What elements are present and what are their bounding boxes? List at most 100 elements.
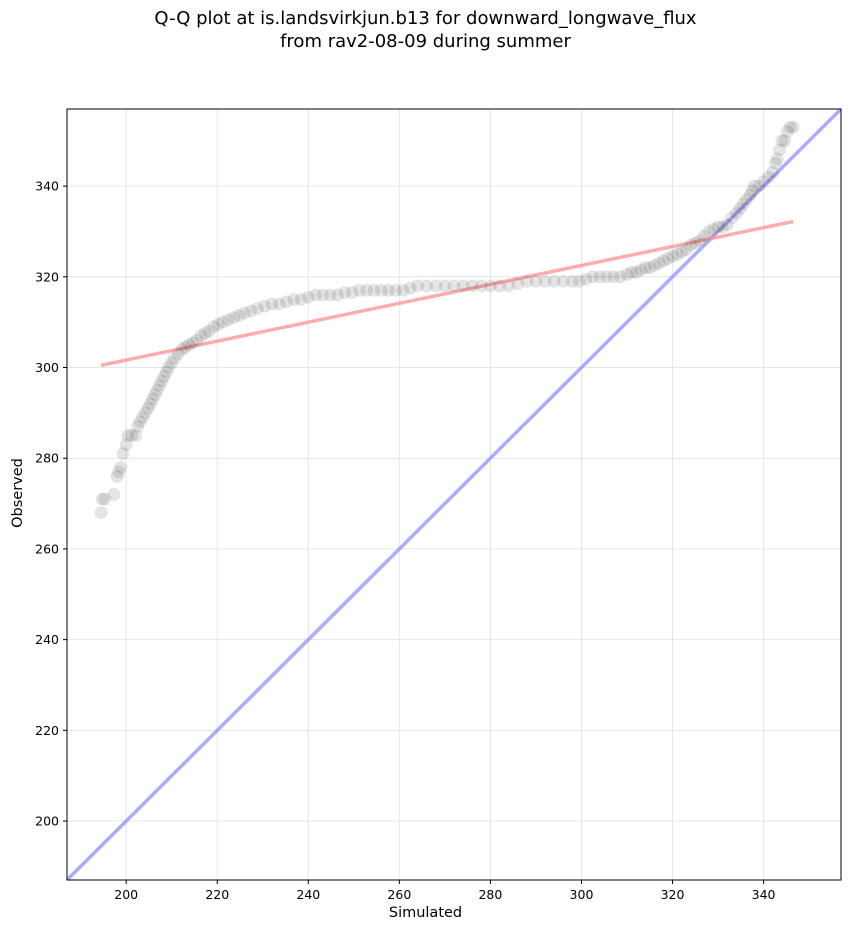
data-point [167, 351, 181, 365]
data-point [403, 281, 417, 295]
data-point [493, 279, 507, 293]
x-tick-label: 240 [296, 887, 320, 902]
data-point [294, 292, 308, 306]
y-tick-label: 340 [35, 179, 59, 194]
data-point [186, 336, 200, 350]
data-point [323, 288, 337, 302]
data-point [670, 247, 684, 261]
data-point [538, 274, 552, 288]
data-point [761, 170, 775, 184]
data-point [456, 279, 470, 293]
data-point [316, 288, 330, 302]
data-point [159, 365, 173, 379]
data-point [211, 317, 225, 331]
data-point [634, 263, 648, 277]
data-point [716, 220, 730, 234]
data-point [143, 397, 157, 411]
data-point [711, 220, 725, 234]
data-point [625, 265, 639, 279]
data-point [643, 261, 657, 275]
y-tick-label: 200 [35, 814, 59, 829]
data-point [647, 258, 661, 272]
data-point [216, 315, 230, 329]
data-point [661, 252, 675, 266]
data-point [702, 224, 716, 238]
data-point [150, 383, 164, 397]
data-point [396, 283, 410, 297]
data-point [679, 243, 693, 257]
data-point [629, 265, 643, 279]
y-tick-label: 280 [35, 451, 59, 466]
data-point [238, 306, 252, 320]
data-point [474, 279, 488, 293]
y-tick-label: 260 [35, 541, 59, 556]
data-point [447, 279, 461, 293]
data-point [221, 313, 235, 327]
data-point [138, 406, 152, 420]
data-point [565, 274, 579, 288]
data-point [600, 270, 614, 284]
data-point [465, 279, 479, 293]
data-point [107, 488, 121, 501]
data-point [360, 283, 374, 297]
data-point [556, 274, 570, 288]
data-point [171, 347, 185, 361]
x-tick-label: 260 [387, 887, 411, 902]
data-point [202, 324, 216, 338]
data-point [411, 279, 425, 293]
data-point [194, 329, 208, 343]
data-point [309, 288, 323, 302]
data-point [780, 125, 794, 139]
x-tick-label: 200 [114, 887, 138, 902]
data-point [272, 297, 286, 311]
x-tick-label: 220 [205, 887, 229, 902]
data-point [739, 193, 753, 207]
data-point [250, 302, 264, 316]
data-point [745, 184, 759, 198]
plot-frame [66, 108, 842, 881]
data-point [232, 308, 246, 322]
data-point [182, 338, 196, 352]
data-point [119, 438, 133, 452]
data-point [198, 326, 212, 340]
data-point [287, 292, 301, 306]
data-point [720, 218, 734, 232]
data-point [146, 392, 160, 406]
data-point [733, 202, 747, 216]
data-point [620, 268, 634, 282]
data-point [729, 206, 743, 220]
data-point [783, 120, 797, 134]
y-tick-label: 320 [35, 269, 59, 284]
data-point [613, 270, 627, 284]
data-point [95, 492, 109, 506]
data-point [529, 274, 543, 288]
data-point [330, 288, 344, 302]
data-point [141, 401, 155, 415]
data-point [367, 283, 381, 297]
data-point [593, 270, 607, 284]
data-point [438, 279, 452, 293]
data-point [747, 179, 761, 193]
fit-line [100, 219, 794, 367]
data-point [736, 197, 750, 211]
data-point [547, 274, 561, 288]
x-tick-label: 340 [752, 887, 776, 902]
data-point [178, 340, 192, 354]
data-point [656, 254, 670, 268]
x-tick-label: 280 [478, 887, 502, 902]
data-point [121, 429, 135, 443]
data-point [157, 370, 171, 384]
data-point [775, 134, 789, 148]
data-point [773, 143, 787, 157]
data-point [502, 279, 516, 293]
chart-subtitle: from rav2-08-09 during summer [280, 31, 571, 52]
data-point [155, 374, 169, 388]
data-point [586, 270, 600, 284]
data-point [786, 120, 800, 134]
data-point [116, 447, 130, 461]
data-point [98, 492, 112, 506]
data-point [511, 277, 525, 291]
data-point [136, 410, 150, 424]
